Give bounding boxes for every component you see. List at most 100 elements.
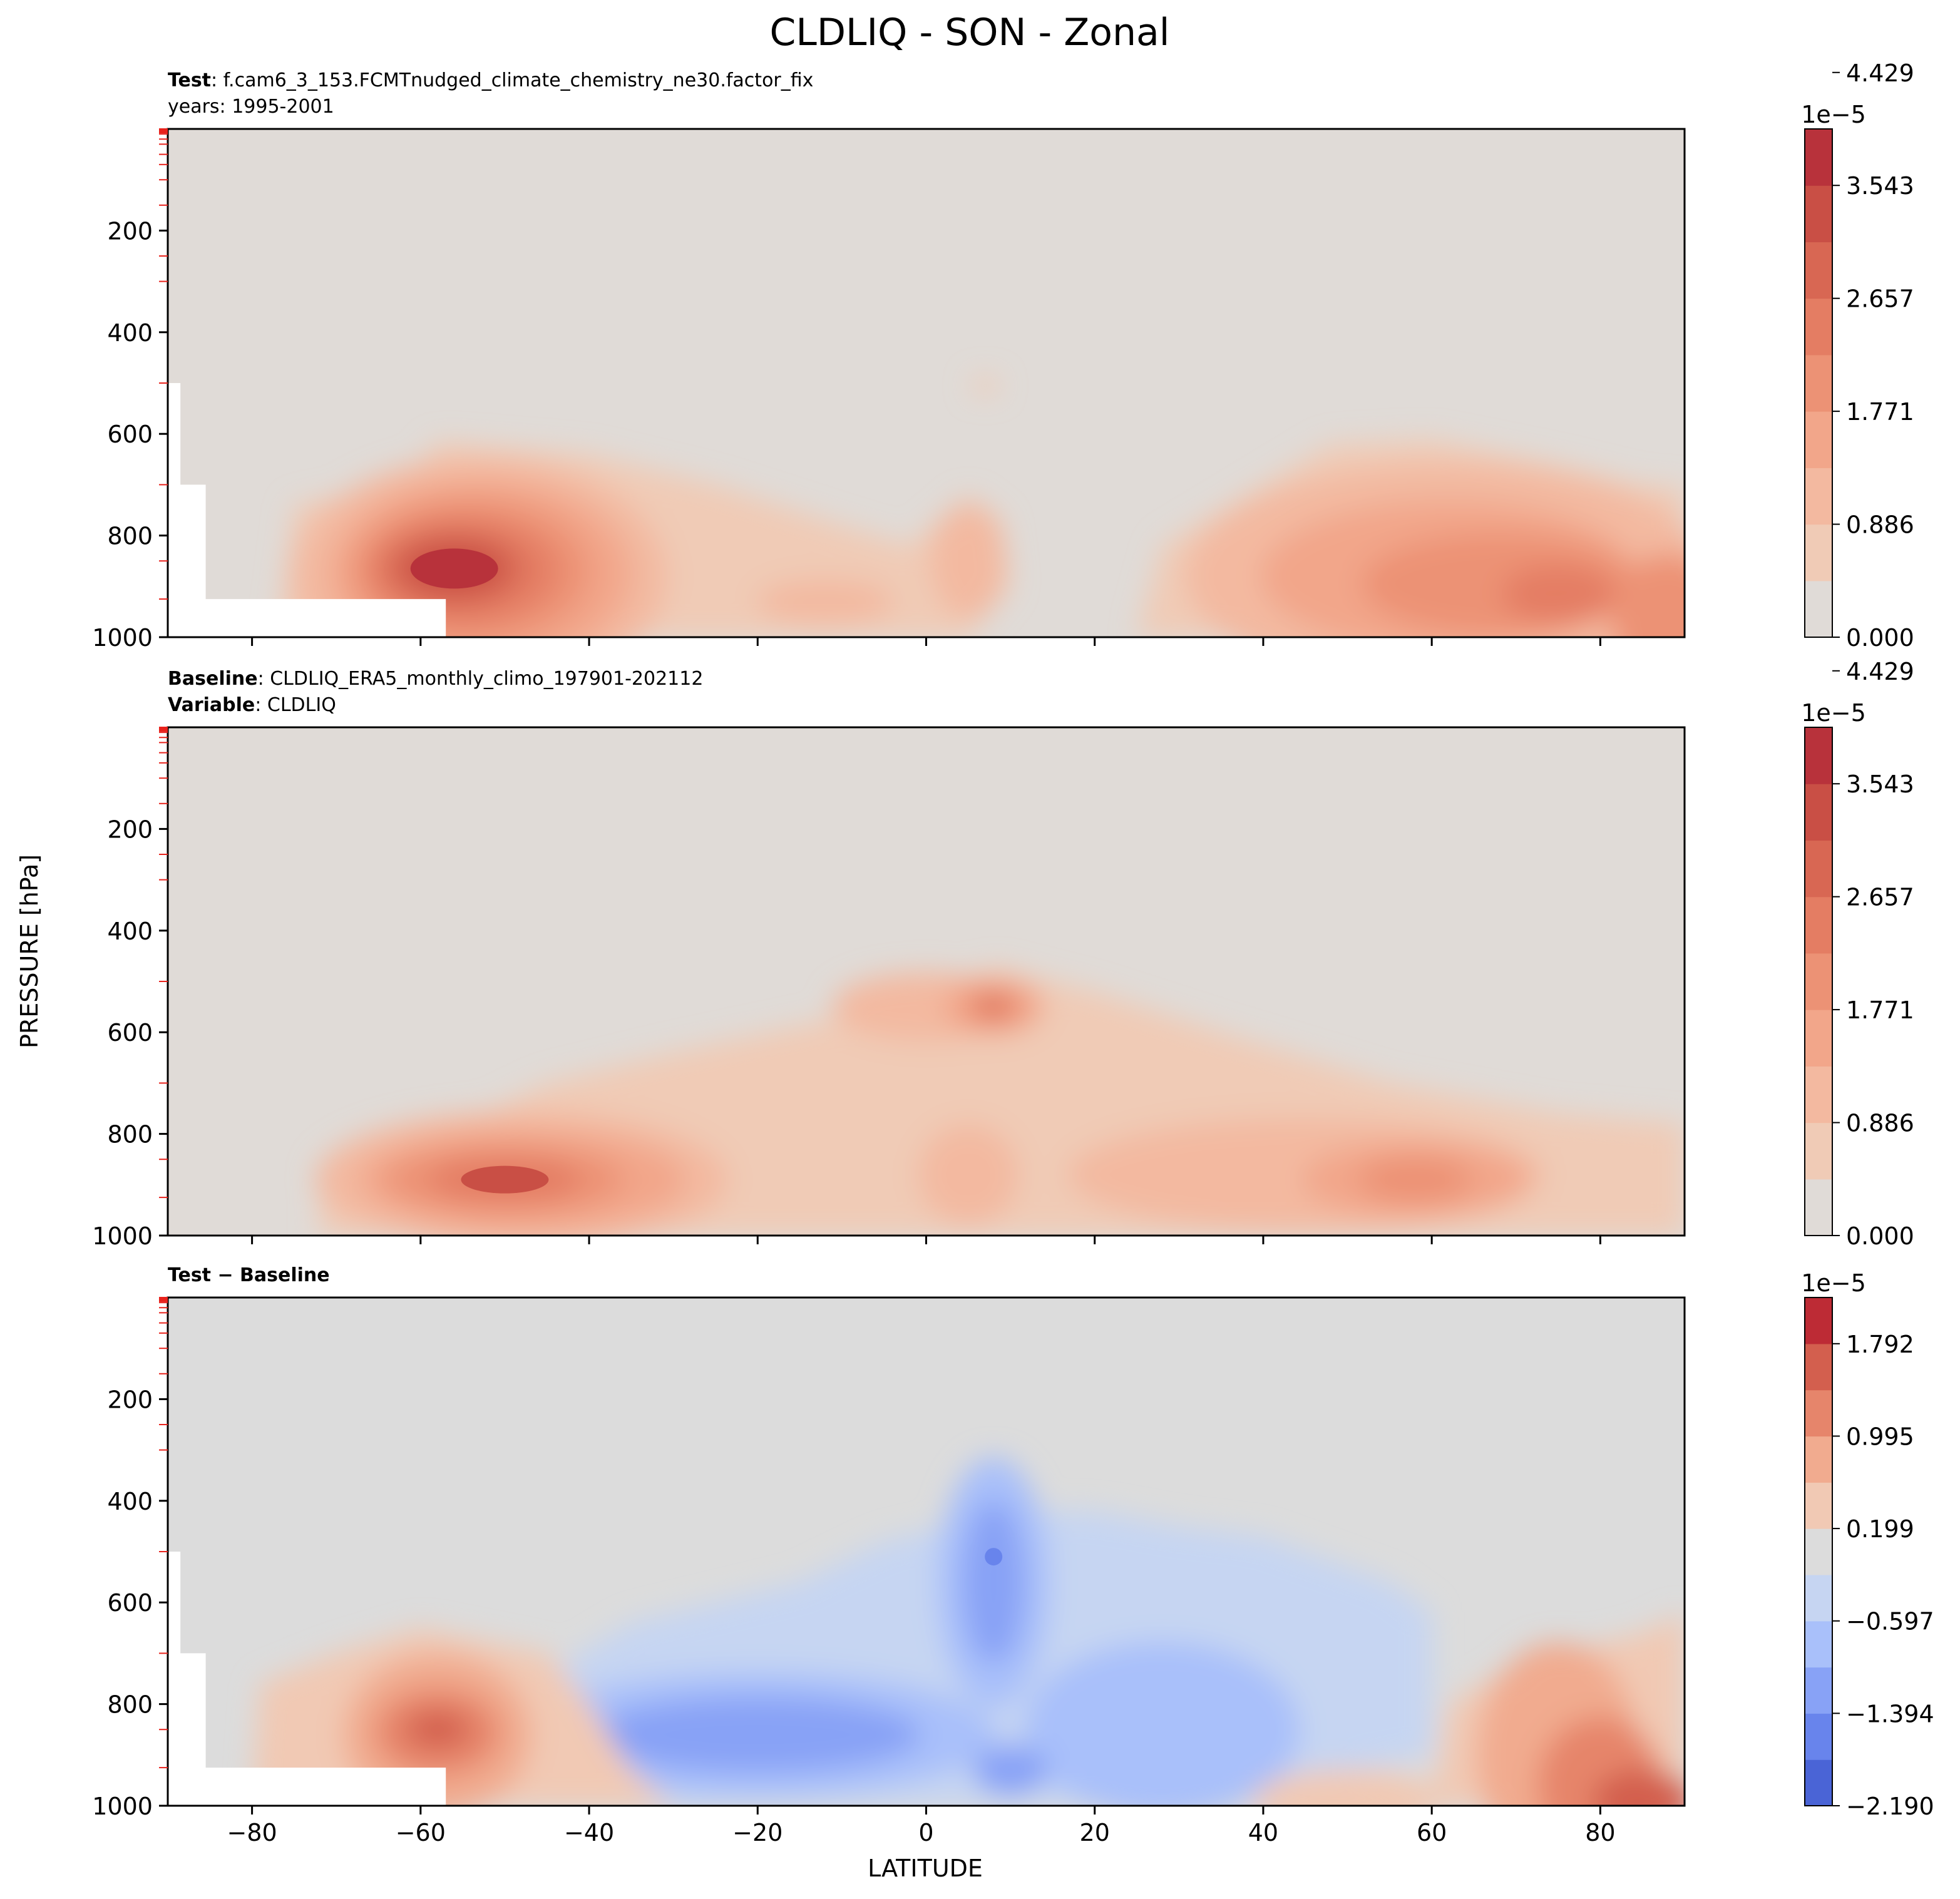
colorbar-tick-label: 3.543 <box>1846 770 1914 798</box>
y-tick-label: 1000 <box>92 1222 153 1250</box>
contour-region <box>930 504 1006 618</box>
colorbar-tick-label: −2.190 <box>1846 1793 1934 1820</box>
colorbar-segment <box>1805 784 1832 841</box>
x-tick-label: −80 <box>227 1819 277 1846</box>
contour-layers <box>252 1456 1685 1806</box>
colorbar-segment <box>1805 1759 1832 1806</box>
colorbar-segment <box>1805 242 1832 299</box>
colorbar-segment <box>1805 1482 1832 1529</box>
contour-region <box>1024 1642 1300 1806</box>
x-tick-label: 0 <box>918 1819 933 1846</box>
y-tick-label: 400 <box>107 319 153 347</box>
panel-title-line: years: 1995-2001 <box>168 96 334 118</box>
minor-tick-cluster <box>159 1297 168 1302</box>
y-tick-label: 800 <box>107 523 153 550</box>
colorbar-tick-label: 0.886 <box>1846 1110 1914 1137</box>
colorbar-segment <box>1805 298 1832 356</box>
contour-region <box>973 1745 1049 1796</box>
colorbar-tick-label: 2.657 <box>1846 285 1914 313</box>
colorbar-segment <box>1805 1528 1832 1575</box>
colorbar: 0.000 0.886 1.771 2.657 3.543 4.429 1e−5 <box>1801 658 1914 1250</box>
colorbar-segment <box>1805 185 1832 243</box>
colorbar-segment <box>1805 129 1832 186</box>
x-tick-label: −40 <box>564 1819 614 1846</box>
colorbar-segment <box>1805 1122 1832 1180</box>
colorbar-tick-label: 1.792 <box>1846 1331 1914 1358</box>
colorbar-segment <box>1805 1574 1832 1622</box>
colorbar-segment <box>1805 1010 1832 1067</box>
y-tick-label: 1000 <box>92 624 153 652</box>
y-tick-label: 200 <box>107 816 153 843</box>
colorbar-tick-label: −1.394 <box>1846 1700 1934 1728</box>
y-tick-label: 200 <box>107 1386 153 1413</box>
colorbar-segment <box>1805 1620 1832 1668</box>
colorbar-tick-label: 0.000 <box>1846 1222 1914 1250</box>
colorbar-segment <box>1805 727 1832 784</box>
colorbar-tick-label: 4.429 <box>1846 59 1914 87</box>
x-tick-label: 80 <box>1585 1819 1615 1846</box>
colorbar-offset-label: 1e−5 <box>1801 1269 1866 1297</box>
colorbar-segment <box>1805 580 1832 638</box>
panel-2: Baseline: CLDLIQ_ERA5_monthly_climo_1979… <box>92 658 1914 1250</box>
x-tick-label: 40 <box>1248 1819 1278 1846</box>
colorbar-segment <box>1805 1436 1832 1483</box>
contour-region <box>756 580 894 624</box>
colorbar-segment <box>1805 524 1832 581</box>
contour-region <box>918 1124 1018 1225</box>
contour-region <box>962 1500 1025 1664</box>
y-tick-label: 200 <box>107 217 153 245</box>
colorbar-frame <box>1804 1297 1833 1806</box>
x-tick-label: 60 <box>1417 1819 1447 1846</box>
colorbar-tick-label: 0.995 <box>1846 1423 1914 1450</box>
y-axis-label: PRESSURE [hPa] <box>16 854 43 1048</box>
colorbar-segment <box>1805 411 1832 468</box>
colorbar-frame <box>1804 727 1833 1236</box>
colorbar-offset-label: 1e−5 <box>1801 101 1866 128</box>
figure-title: CLDLIQ - SON - Zonal <box>770 11 1170 54</box>
x-tick-label: −60 <box>396 1819 446 1846</box>
contour-region <box>1253 1769 1442 1806</box>
contour-region <box>980 998 1008 1016</box>
colorbar-tick-label: 1.771 <box>1846 398 1914 426</box>
x-tick-label: 20 <box>1080 1819 1110 1846</box>
contour-region <box>1358 1157 1472 1202</box>
colorbar-tick-label: 1.771 <box>1846 996 1914 1024</box>
colorbar-segment <box>1805 1713 1832 1760</box>
colorbar-segment <box>1805 1298 1832 1344</box>
contour-field <box>168 727 1685 1236</box>
y-tick-label: 800 <box>107 1691 153 1719</box>
contour-layers <box>315 966 1685 1236</box>
y-tick-label: 800 <box>107 1121 153 1149</box>
colorbar-tick-label: 2.657 <box>1846 884 1914 911</box>
contour-region <box>1611 554 1685 637</box>
colorbar-segment <box>1805 896 1832 954</box>
colorbar-segment <box>1805 840 1832 898</box>
contour-field <box>168 129 1685 637</box>
y-tick-label: 400 <box>107 1488 153 1515</box>
colorbar-frame <box>1804 128 1833 638</box>
contour-region <box>1592 1769 1685 1806</box>
contour-region <box>461 1165 549 1194</box>
contour-region <box>595 1697 921 1773</box>
masked-region <box>168 1552 446 1806</box>
panel-title-line: Test: f.cam6_3_153.FCMTnudged_climate_ch… <box>168 69 813 91</box>
colorbar-tick-label: −0.597 <box>1846 1608 1934 1635</box>
minor-tick-cluster <box>159 128 168 133</box>
colorbar-tick-label: 0.886 <box>1846 511 1914 539</box>
contour-field <box>168 1298 1685 1806</box>
panel-1: Test: f.cam6_3_153.FCMTnudged_climate_ch… <box>92 59 1914 652</box>
colorbar-tick-label: 3.543 <box>1846 172 1914 200</box>
colorbar-segment <box>1805 1179 1832 1236</box>
colorbar-segment <box>1805 1343 1832 1391</box>
y-tick-label: 1000 <box>92 1793 153 1820</box>
y-tick-label: 600 <box>107 1589 153 1617</box>
colorbar-segment <box>1805 1667 1832 1714</box>
panel-title-line: Variable: CLDLIQ <box>168 694 336 716</box>
y-tick-label: 400 <box>107 918 153 945</box>
colorbar-segment <box>1805 953 1832 1010</box>
contour-region <box>1502 565 1615 622</box>
x-axis-label: LATITUDE <box>868 1855 983 1882</box>
colorbar: −2.190 −1.394 −0.597 0.199 0.995 1.792 1e−5 <box>1801 1269 1934 1820</box>
x-tick-label: −20 <box>732 1819 782 1846</box>
